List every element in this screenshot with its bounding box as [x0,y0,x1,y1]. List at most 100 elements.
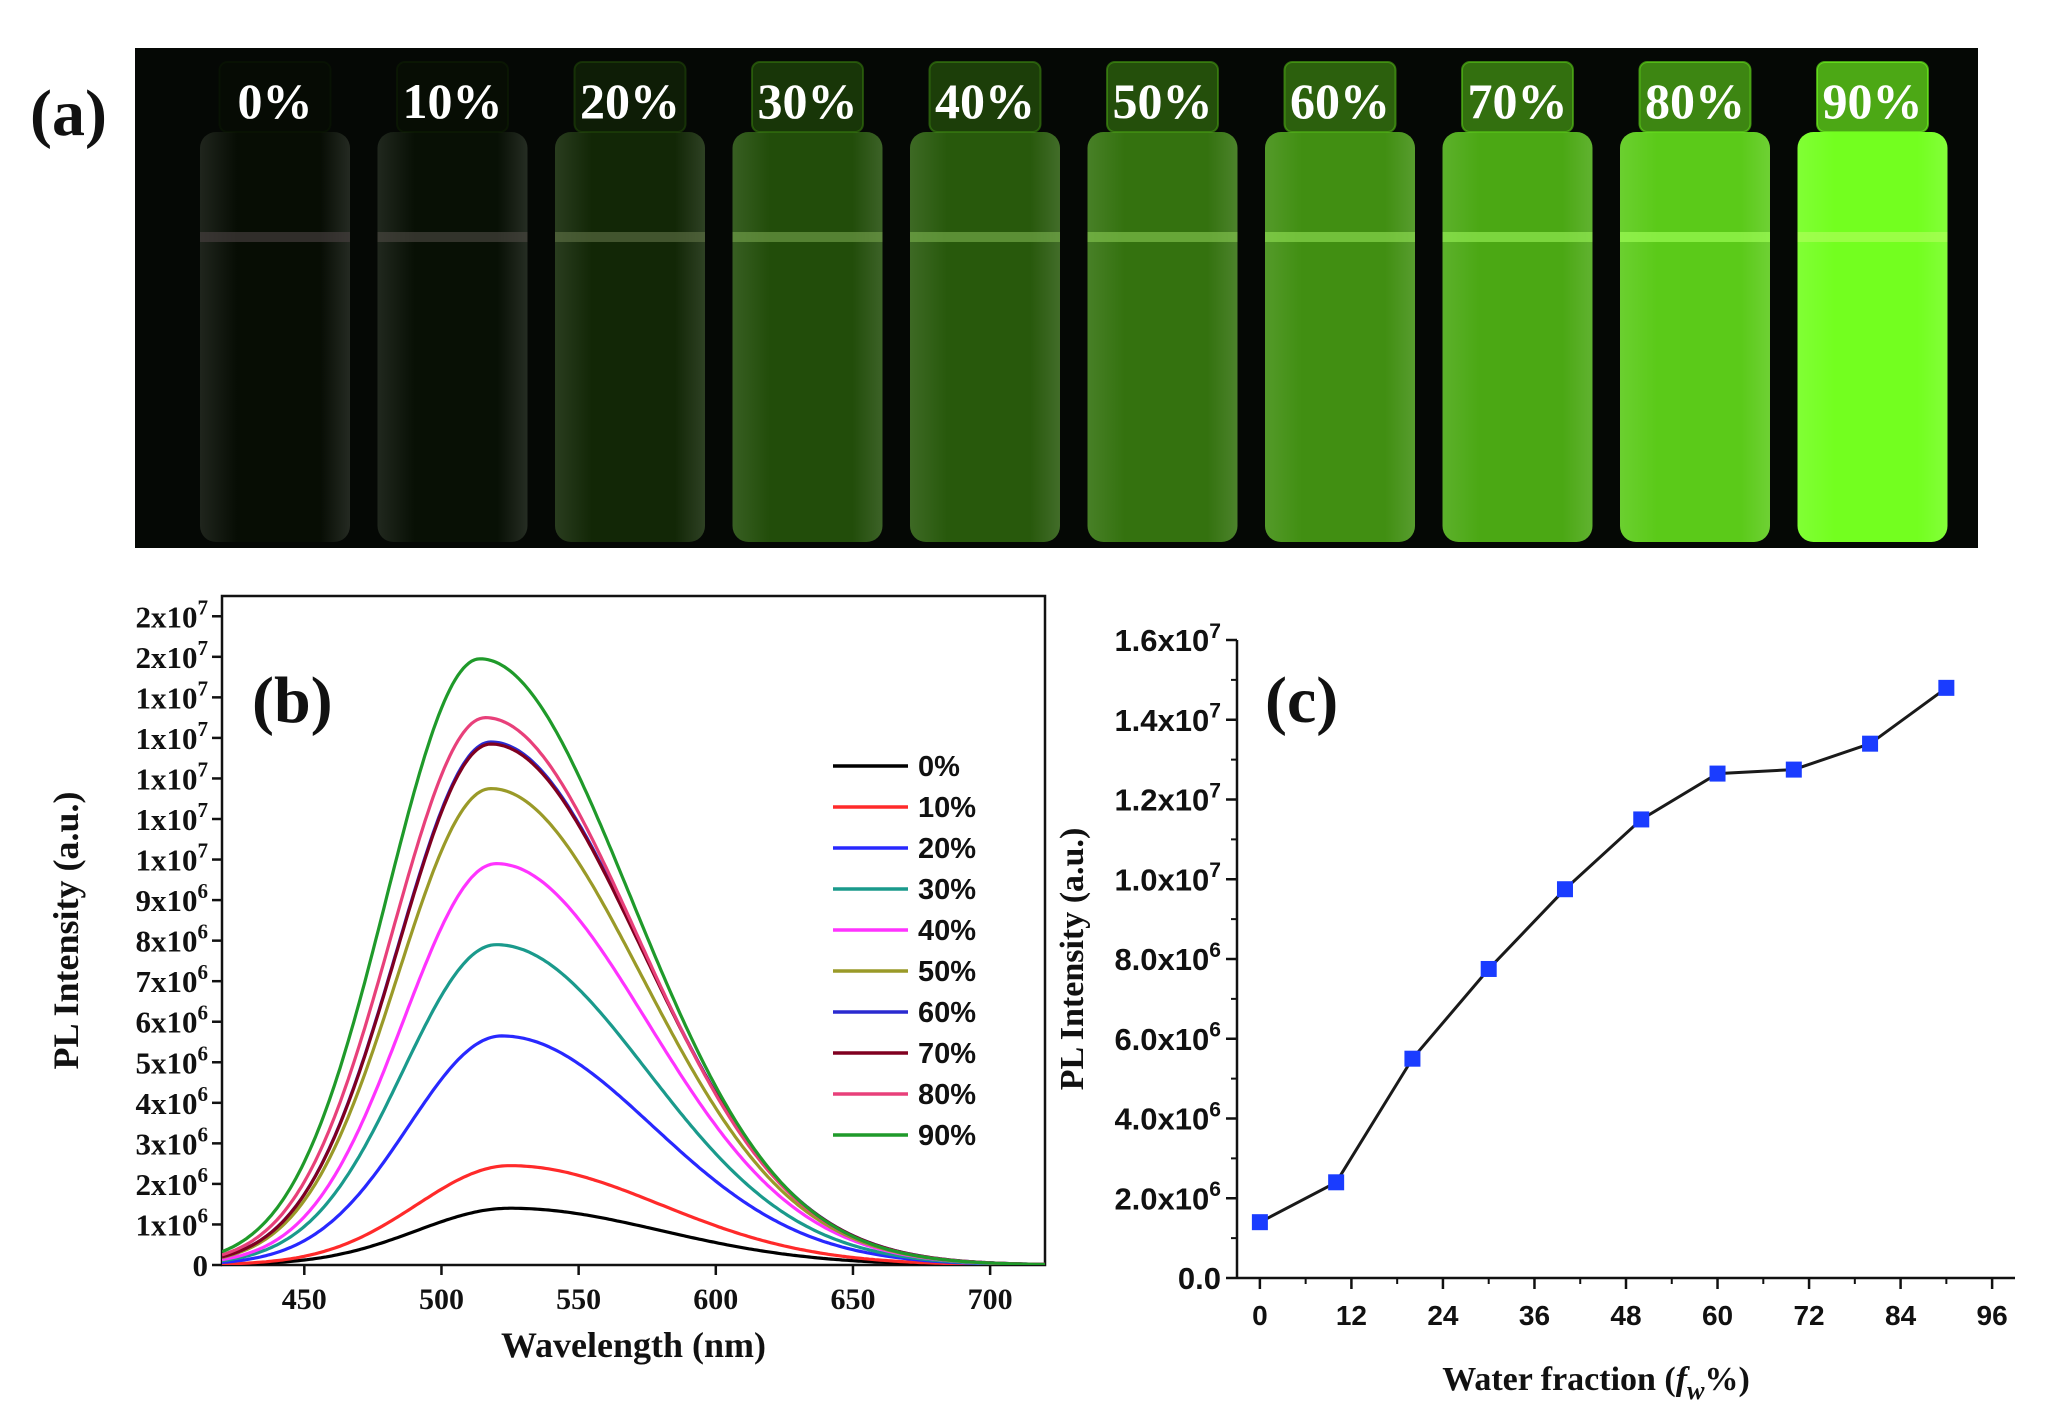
vial-label: 80% [1645,73,1745,129]
vial-label: 10% [403,73,503,129]
y-tick-label: 1x107 [135,676,208,715]
spectrum-line [222,657,1045,1265]
vial-meniscus [377,232,528,242]
y-tick-label: 1.4x107 [1114,700,1221,738]
legend-label: 90% [918,1120,976,1152]
y-tick-label: 7x106 [135,960,208,999]
vial-meniscus [1620,232,1770,242]
panel-b-emission-spectra: 450 500 550 600 650 70001x1062x1063x1064x1065… [46,594,1047,1365]
legend-label: 0% [918,751,960,783]
x-tick-label: 0 [1252,1300,1268,1331]
data-point [1328,1174,1345,1191]
vial-glass-highlight [555,132,705,542]
vial-label: 40% [935,73,1035,129]
panel-b-label: (b) [252,664,333,737]
y-tick-label: 2x107 [135,636,208,675]
vial-meniscus [1797,232,1948,242]
vial: 20% [555,61,705,542]
legend-label: 50% [918,956,976,988]
x-tick-label: 36 [1519,1300,1550,1331]
y-tick-label: 2x107 [135,595,208,634]
y-axis-label: PL Intensity (a.u.) [1054,828,1091,1091]
panel-c-label: (c) [1265,664,1338,737]
vial: 10% [377,61,528,542]
data-point [1709,765,1726,782]
y-tick-label: 2x106 [135,1163,208,1202]
x-tick-label: 12 [1336,1300,1367,1331]
vial-glass-highlight [1620,132,1770,542]
vial-meniscus [732,232,883,242]
legend-label: 30% [918,874,976,906]
y-tick-label: 1x107 [135,839,208,878]
vial-glass-highlight [377,132,528,542]
y-tick-label: 1.2x107 [1114,779,1221,817]
legend-label: 80% [918,1079,976,1111]
spectrum-line [222,943,1045,1265]
data-point [1251,1214,1268,1231]
x-axis-label: Water fraction (fw%) [1442,1361,1750,1405]
legend-label: 20% [918,833,976,865]
spectrum-line [222,1034,1045,1265]
legend-label: 60% [918,997,976,1029]
y-tick-label: 3x106 [135,1122,208,1161]
x-tick-label: 600 [693,1283,738,1316]
legend-label: 70% [918,1038,976,1070]
vial-meniscus [555,232,705,242]
y-tick-label: 2.0x106 [1114,1178,1221,1216]
vial-glass-highlight [200,132,350,542]
vial-label: 0% [238,73,313,129]
data-point [1785,761,1802,778]
vial: 30% [732,61,883,542]
y-tick-label: 8.0x106 [1114,939,1221,977]
vial: 60% [1265,61,1415,542]
y-tick-label: 0 [193,1248,209,1283]
data-point [1480,960,1497,977]
vial: 0% [200,61,350,542]
x-tick-label: 550 [556,1283,601,1316]
vial-meniscus [200,232,350,242]
x-tick-label: 48 [1610,1300,1641,1331]
y-tick-label: 6.0x106 [1114,1019,1221,1057]
vial: 90% [1797,61,1948,542]
data-point [1862,735,1879,752]
y-tick-label: 4x106 [135,1082,208,1121]
vial-label: 30% [758,73,858,129]
x-tick-label: 72 [1793,1300,1824,1331]
y-tick-label: 4.0x106 [1114,1098,1221,1136]
y-tick-label: 9x106 [135,879,208,918]
spectra-group [222,657,1045,1265]
vial-glass-highlight [1265,132,1415,542]
y-tick-label: 1x107 [135,798,208,837]
vial-meniscus [1265,232,1415,242]
vial-label: 90% [1823,73,1923,129]
data-point [1556,881,1573,898]
data-point [1404,1050,1421,1067]
vial-meniscus [1087,232,1238,242]
y-tick-label: 8x106 [135,920,208,959]
panel-a-label: (a) [30,77,107,150]
y-tick-label: 1.0x107 [1114,859,1221,897]
x-tick-label: 96 [1977,1300,2008,1331]
vial-meniscus [1442,232,1593,242]
y-tick-label: 1x107 [135,757,208,796]
plot-frame [220,594,1047,1267]
x-tick-label: 24 [1427,1300,1459,1331]
y-tick-label: 1.6x107 [1114,620,1221,658]
vial: 50% [1087,61,1238,542]
legend-label: 40% [918,915,976,947]
data-point [1938,679,1955,696]
y-tick-label: 0.0 [1178,1261,1221,1296]
y-tick-label: 5x106 [135,1041,208,1080]
x-tick-label: 700 [968,1283,1013,1316]
data-point [1633,811,1650,828]
x-tick-label: 84 [1885,1300,1917,1331]
vial-glass-highlight [1087,132,1238,542]
data-line [1259,686,1948,1224]
vial-label: 20% [580,73,680,129]
vial-label: 60% [1290,73,1390,129]
x-tick-label: 60 [1702,1300,1733,1331]
x-tick-label: 500 [419,1283,464,1316]
panel-c-intensity-vs-water-fraction: 0 12 24 36 48 60 72 84 96 0.0 2.0x106 4.0x106 6.0x10… [1054,620,2015,1405]
vial-label: 50% [1113,73,1213,129]
